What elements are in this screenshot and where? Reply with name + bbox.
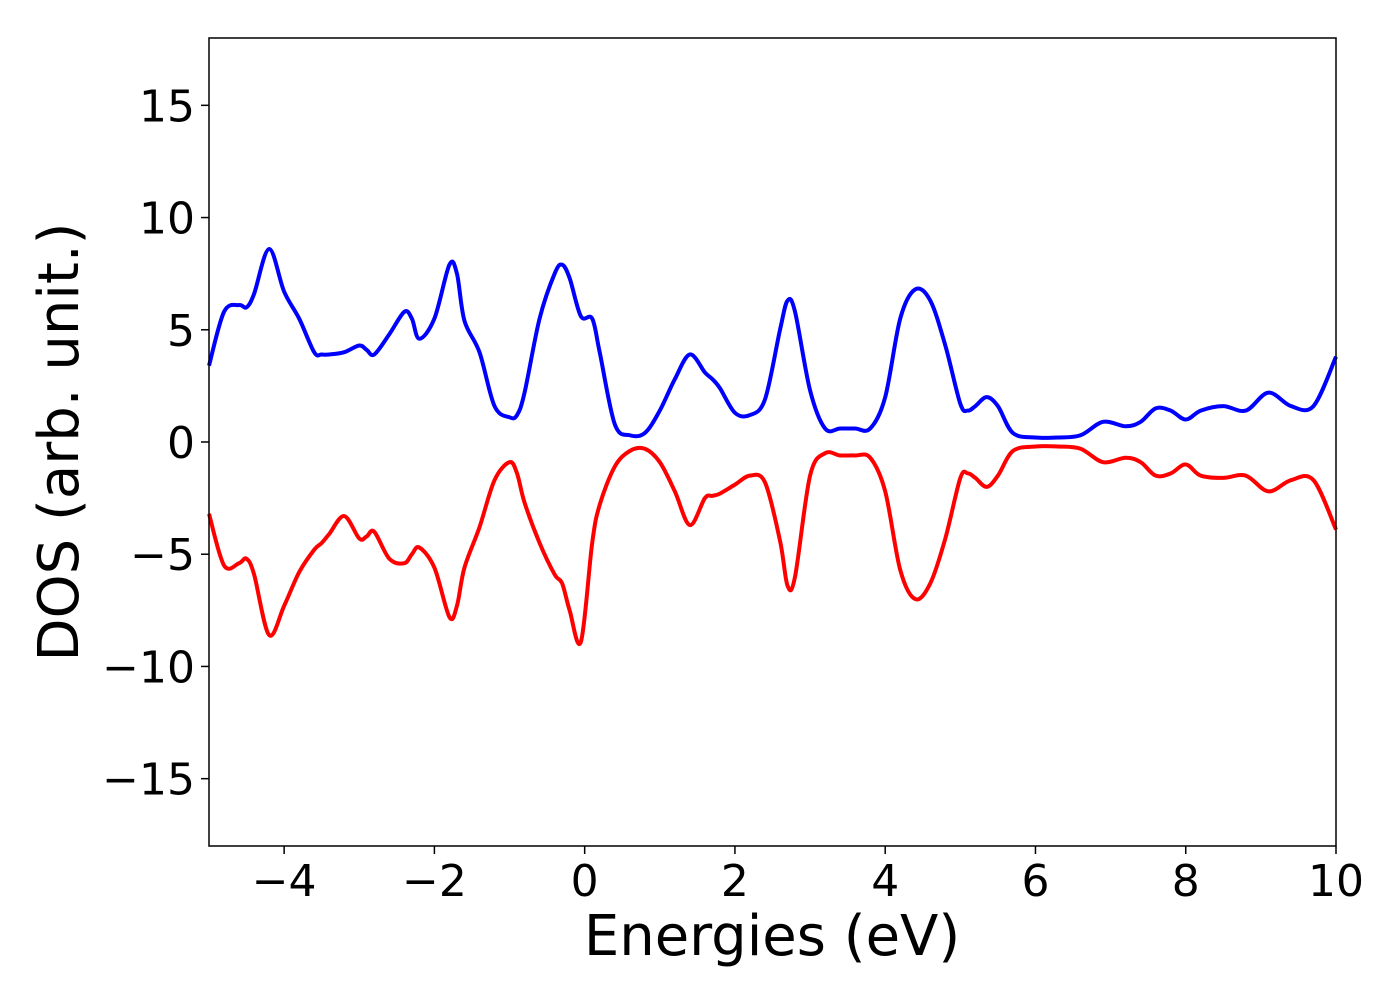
y-tick-label: −10	[102, 642, 195, 693]
x-tick-label: 2	[721, 856, 749, 907]
plot-frame	[208, 37, 1337, 847]
x-tick-label: 0	[571, 856, 599, 907]
x-axis-title: Energies (eV)	[584, 904, 960, 969]
x-tick-label: 10	[1308, 856, 1364, 907]
x-tick-label: −2	[402, 856, 467, 907]
series-layer	[207, 246, 1338, 647]
y-axis-title: DOS (arb. unit.)	[27, 222, 92, 661]
ticks-layer: −4 −2 0 2 4 6 8 10 15 10 5 0 −5 −10 −15	[102, 81, 1364, 907]
x-tick-label: 8	[1172, 856, 1200, 907]
x-tick-label: 6	[1021, 856, 1049, 907]
y-tick-label: 10	[139, 194, 195, 245]
y-tick-label: 5	[167, 306, 195, 357]
x-tick-label: −4	[252, 856, 317, 907]
y-tick-label: −15	[102, 755, 195, 806]
y-tick-label: 15	[139, 81, 195, 132]
y-tick-label: −5	[130, 530, 195, 581]
series-line-spin-down	[207, 444, 1338, 647]
series-line-spin-up	[207, 246, 1338, 440]
y-tick-label: 0	[167, 418, 195, 469]
x-tick-label: 4	[871, 856, 899, 907]
